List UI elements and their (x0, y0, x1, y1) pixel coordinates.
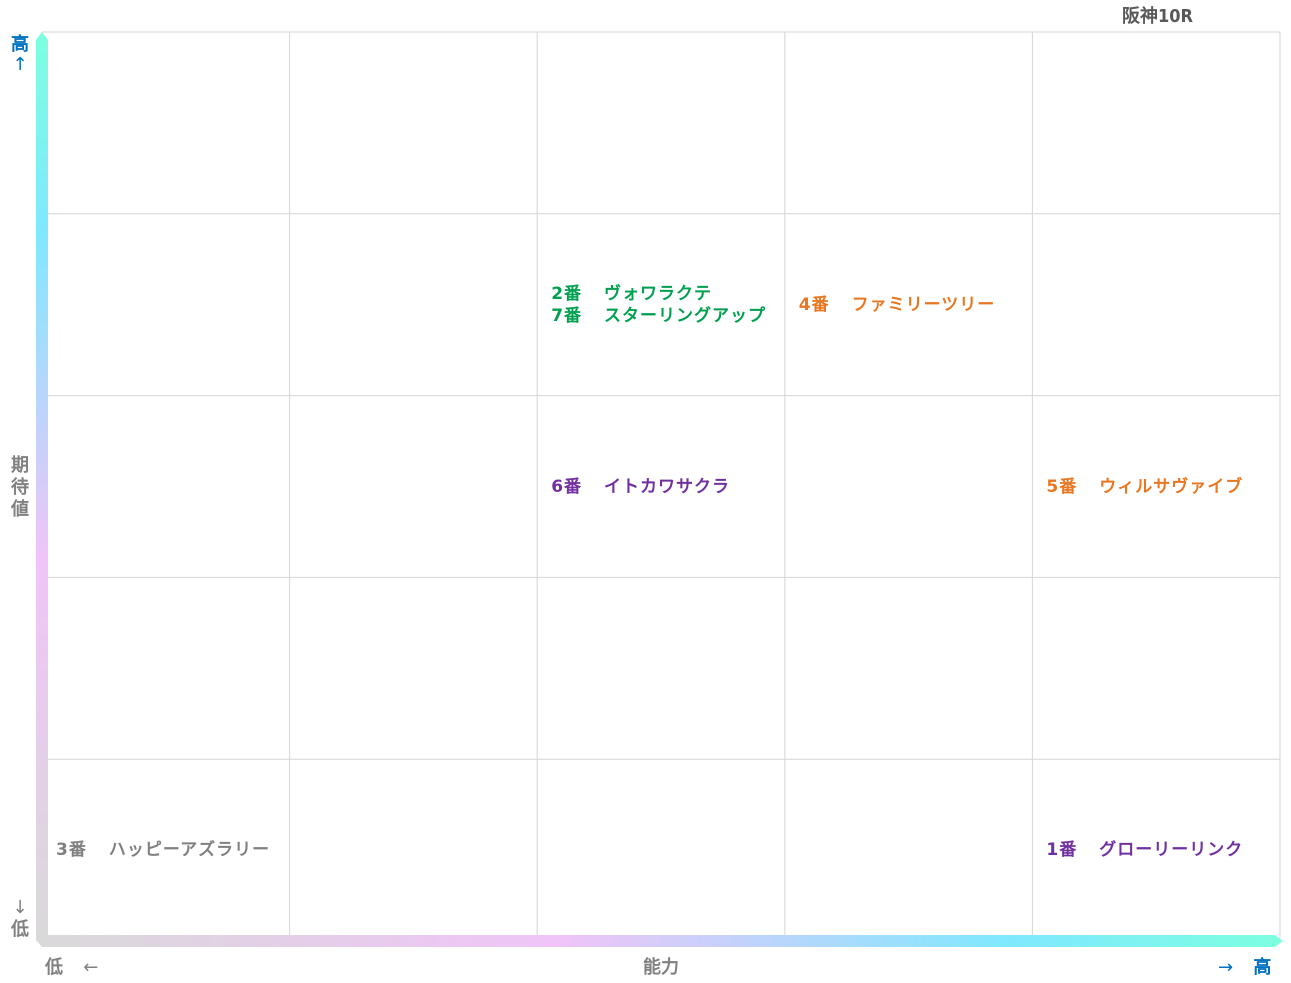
horse-name: グローリーリンク (1099, 840, 1244, 861)
point-label: 2番 ヴォワラクテ (551, 283, 712, 305)
point-label: 5番 ウィルサヴァイブ (1046, 476, 1243, 498)
x-high-text: 高 (1253, 957, 1272, 978)
horse-number: 4番 (798, 294, 830, 315)
horse-name: ヴォワラクテ (604, 283, 713, 304)
y-axis-title-char: 期 (11, 455, 29, 476)
horse-name: ファミリーツリー (851, 294, 996, 315)
arrow-down-icon: ↓ (12, 897, 28, 918)
horse-name: スターリングアップ (604, 305, 767, 326)
x-low-text: 低 (45, 957, 63, 978)
point-label: 7番 スターリングアップ (551, 305, 766, 327)
axis-arrows (36, 32, 1283, 947)
race-title: 阪神10R (1122, 6, 1194, 27)
point-label: 6番 イトカワサクラ (551, 476, 730, 498)
x-axis-low-label: 低 ← (45, 953, 98, 979)
arrow-left-icon: ← (83, 957, 99, 978)
y-high-text: 高 (11, 34, 29, 55)
horse-number: 1番 (1046, 840, 1078, 861)
y-axis-title-char: 値 (11, 499, 29, 520)
horse-name: ハッピーアズラリー (108, 840, 271, 861)
point-label: 4番 ファミリーツリー (799, 294, 996, 316)
y-axis-title-char: 待 (11, 477, 29, 498)
horse-number: 2番 (551, 283, 583, 304)
arrow-right-icon: → (1218, 957, 1234, 978)
y-axis-title: 期待値 (10, 455, 30, 521)
arrow-up-icon: ↑ (12, 54, 28, 75)
horse-number: 6番 (551, 476, 583, 497)
horse-name: ウィルサヴァイブ (1099, 476, 1244, 497)
horse-number: 5番 (1046, 476, 1078, 497)
horse-name: イトカワサクラ (604, 476, 731, 497)
x-axis-title: 能力 (643, 957, 679, 978)
y-axis-high-label: 高 ↑ (10, 35, 30, 75)
point-label: 3番 ハッピーアズラリー (56, 839, 270, 861)
horse-number: 3番 (56, 840, 87, 861)
horse-number: 7番 (551, 305, 583, 326)
point-label: 1番 グローリーリンク (1046, 839, 1243, 861)
x-axis-arrow (36, 935, 1283, 947)
y-low-text: 低 (11, 919, 29, 940)
y-axis-low-label: ↓ 低 (10, 897, 30, 941)
x-axis-high-label: → 高 (1218, 953, 1271, 979)
y-axis-arrow (36, 32, 48, 940)
